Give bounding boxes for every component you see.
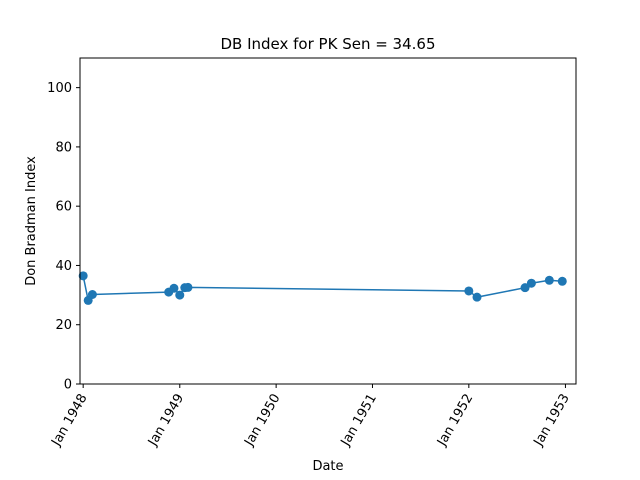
y-axis-ticks: 0 20 40 60 80 100: [47, 81, 80, 393]
data-point: [472, 292, 482, 302]
data-point: [526, 278, 536, 288]
x-axis-label: Date: [312, 459, 343, 474]
data-point: [87, 289, 97, 299]
data-point: [175, 290, 185, 300]
y-axis-label: Don Bradman Index: [24, 156, 39, 286]
data-point: [169, 283, 179, 293]
series-group: [78, 271, 567, 305]
y-tick-label: 80: [55, 140, 72, 155]
data-point: [464, 286, 474, 296]
data-point: [544, 275, 554, 285]
data-point: [557, 276, 567, 286]
data-point: [78, 271, 88, 281]
y-tick-label: 60: [55, 200, 72, 215]
y-tick-label: 100: [47, 81, 72, 96]
data-point: [520, 283, 530, 293]
y-tick-label: 20: [55, 318, 72, 333]
plot-area-frame: [79, 57, 577, 385]
chart-title: DB Index for PK Sen = 34.65: [220, 35, 435, 53]
y-tick-label: 40: [55, 259, 72, 274]
data-point: [183, 282, 193, 292]
y-tick-label: 0: [64, 378, 72, 393]
